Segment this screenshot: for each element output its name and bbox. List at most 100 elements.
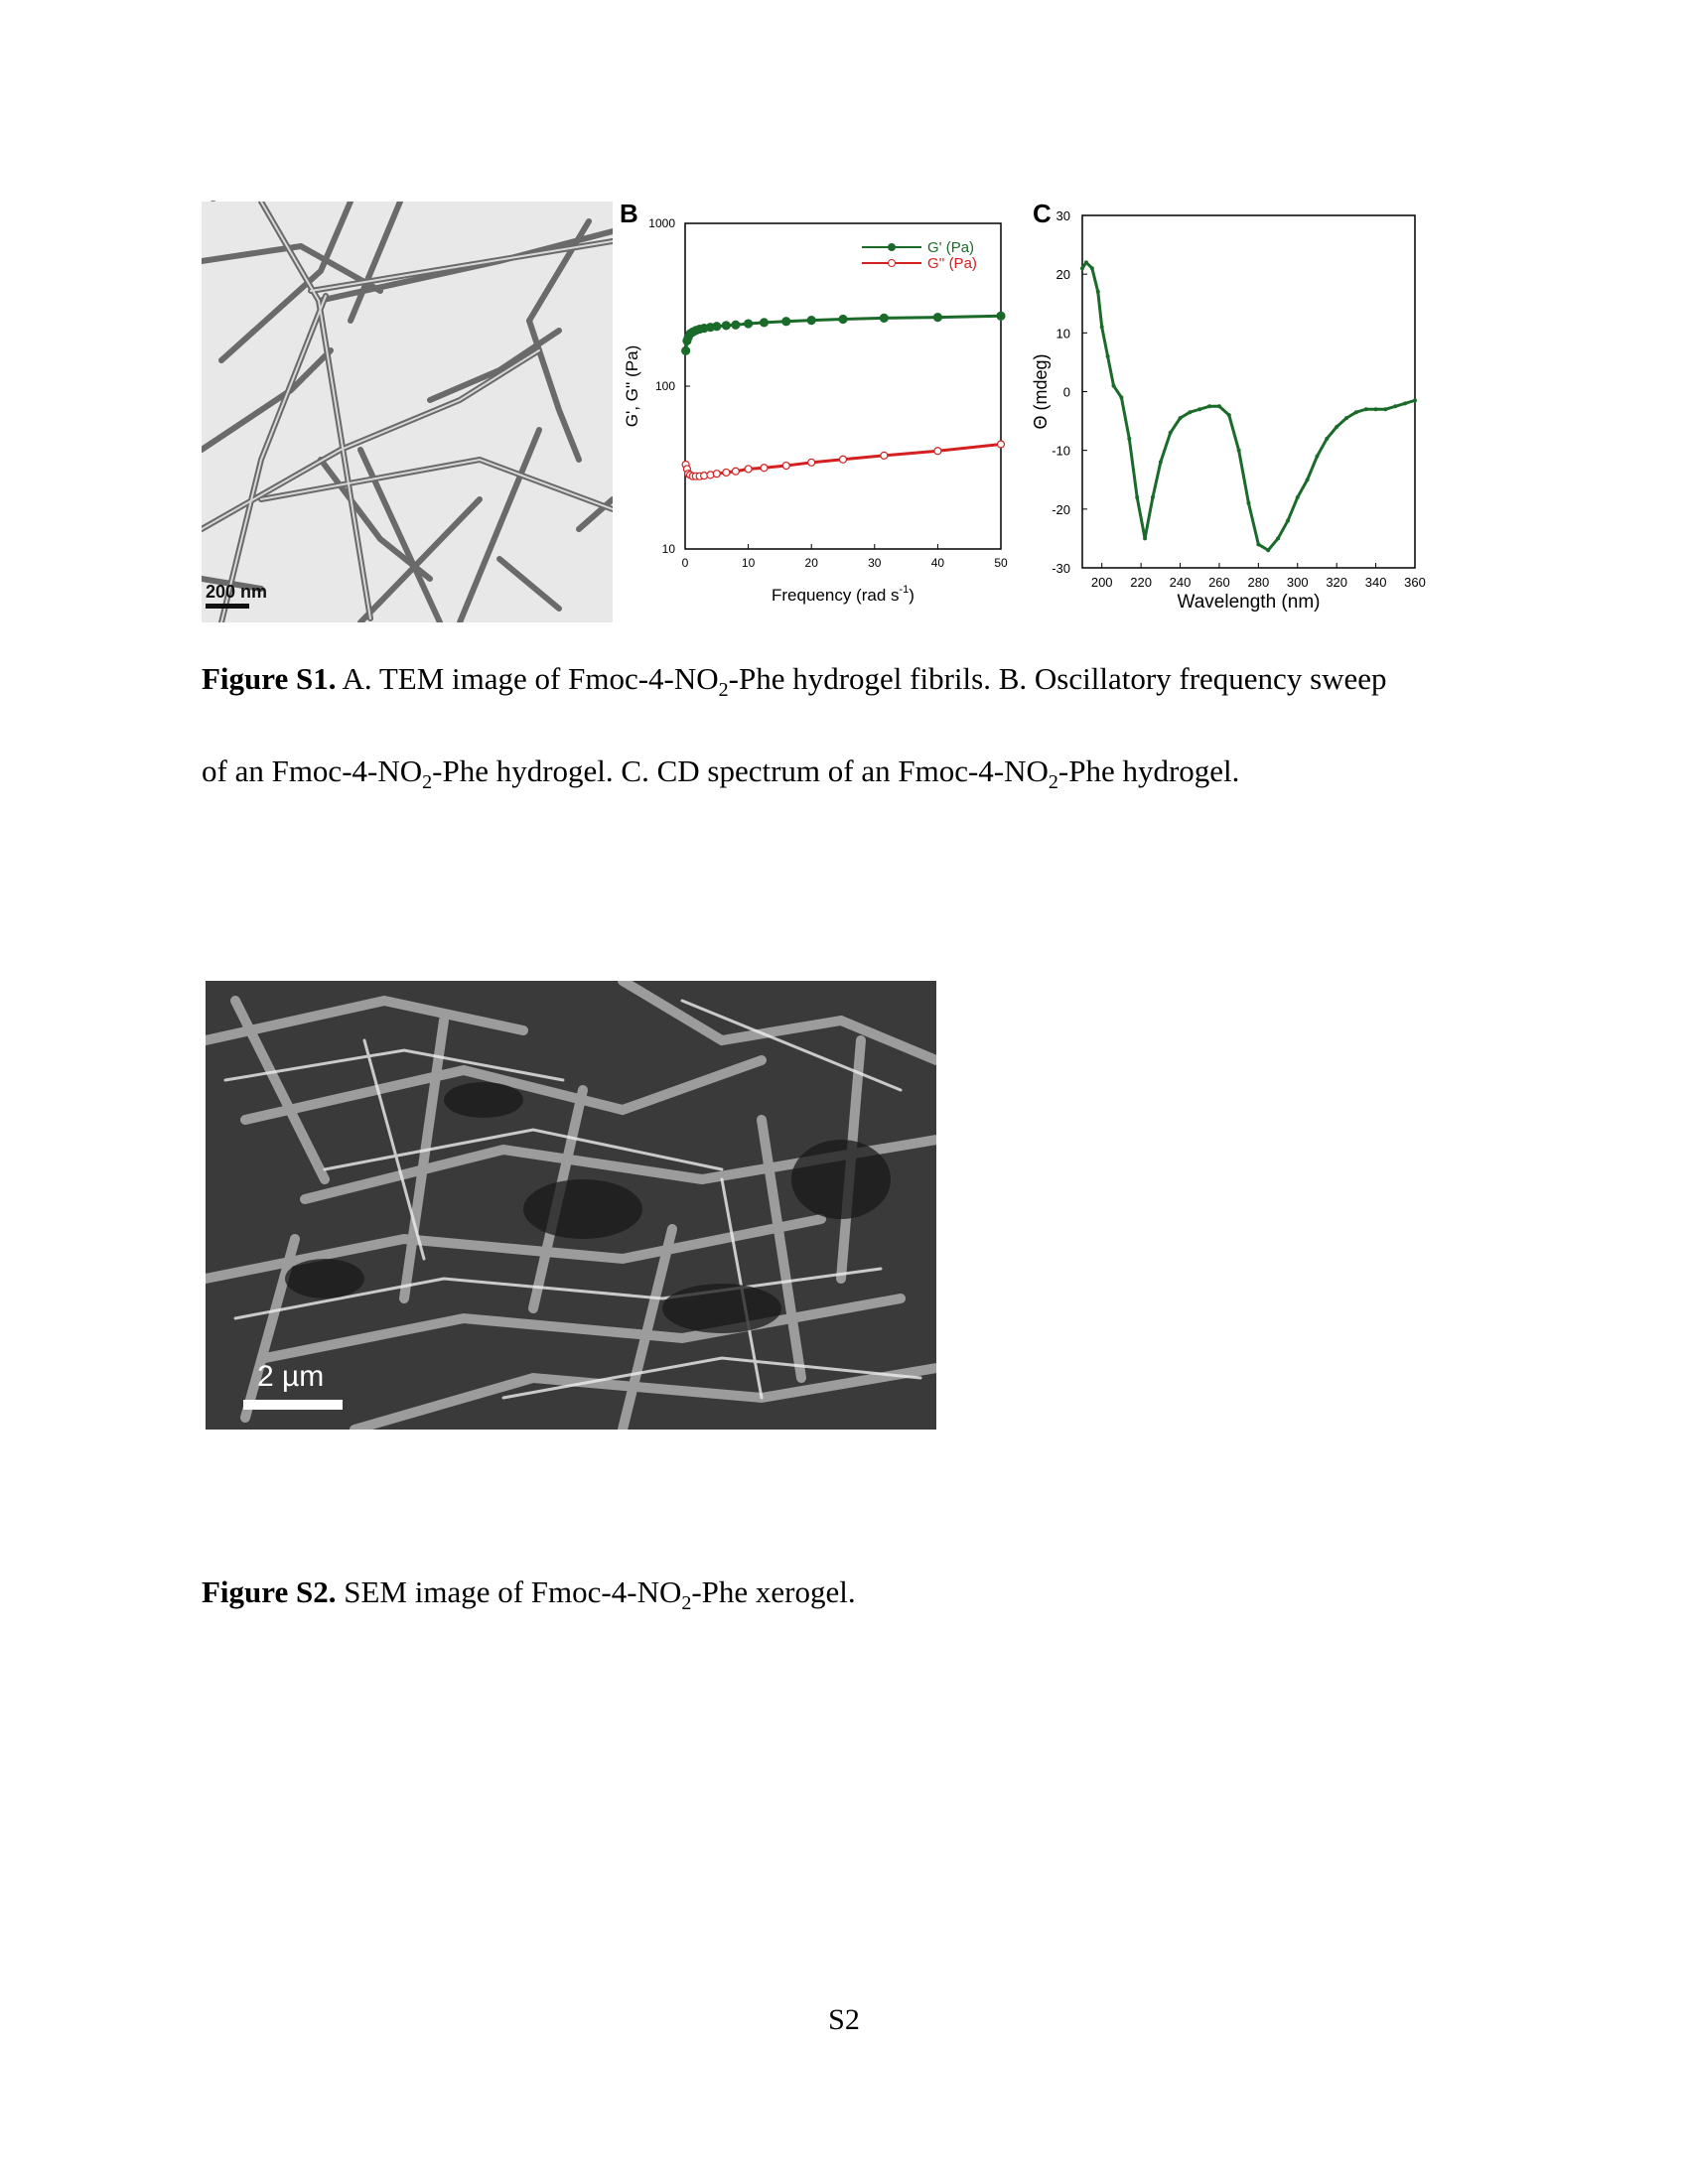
data-point	[1207, 404, 1212, 409]
data-point	[1305, 478, 1310, 482]
data-point	[1383, 407, 1388, 412]
legend-label: G' (Pa)	[927, 239, 974, 256]
y-tick-label: -30	[1052, 561, 1070, 576]
sem-scale-label: 2 µm	[257, 1360, 325, 1393]
sem-texture-drawing	[206, 981, 936, 1430]
data-point	[781, 461, 790, 471]
data-point	[1363, 407, 1368, 412]
data-point	[1285, 518, 1290, 523]
data-point	[807, 458, 816, 467]
data-point	[1135, 495, 1140, 499]
legend-marker	[888, 243, 896, 251]
x-tick-label: 360	[1404, 575, 1426, 590]
sem-image: 2 µm	[206, 981, 936, 1430]
page-number: S2	[828, 2003, 860, 2036]
data-point	[1393, 404, 1398, 409]
x-axis-label: Wavelength (nm)	[1178, 592, 1321, 613]
data-point	[838, 455, 848, 464]
panel-b-letter: B	[620, 199, 638, 228]
data-point	[1246, 500, 1251, 505]
data-point	[1150, 495, 1155, 499]
plot-frame	[684, 222, 1002, 550]
caption-s1-text: -Phe hydrogel. C. CD spectrum of an Fmoc…	[432, 753, 1049, 789]
x-tick-label: 0	[682, 556, 689, 570]
data-point	[1080, 266, 1084, 271]
x-tick-label: 220	[1130, 575, 1152, 590]
data-point	[744, 319, 754, 329]
caption-s1-label: Figure S1.	[202, 661, 337, 696]
data-point	[759, 318, 770, 328]
x-tick-label: 200	[1091, 575, 1113, 590]
data-point	[1226, 413, 1231, 418]
caption-s1-text: -Phe hydrogel.	[1057, 753, 1240, 789]
sem-scale-bar	[243, 1400, 343, 1410]
data-point	[933, 447, 942, 456]
caption-s1-text: of an Fmoc-4-NO	[202, 753, 423, 789]
data-point	[1188, 410, 1193, 415]
x-tick-label: 40	[931, 556, 945, 570]
series-line	[1080, 260, 1416, 552]
y-tick-label: 1000	[648, 216, 675, 230]
x-tick-label: 30	[868, 556, 882, 570]
data-point	[1353, 410, 1358, 415]
caption-s2-text: SEM image of Fmoc-4-NO	[336, 1574, 682, 1609]
data-point	[1168, 430, 1173, 435]
data-point	[722, 468, 731, 478]
data-point	[1216, 404, 1221, 409]
data-point	[760, 464, 769, 473]
chart-frequency-sweep: 0 10 20 30 40 50 10 100 1000 Frequency (rad s-1) G…	[623, 216, 1008, 605]
x-tick-label: 10	[742, 556, 756, 570]
caption-subscript: 2	[681, 1592, 692, 1615]
x-axis-label: Frequency (rad s-1)	[772, 584, 914, 605]
tem-scale-label: 200 nm	[206, 582, 268, 602]
y-tick-label: 10	[662, 542, 676, 556]
x-tick-label: 280	[1248, 575, 1270, 590]
data-point	[996, 440, 1006, 449]
caption-s1-line2: of an Fmoc-4-NO2-Phe hydrogel. C. CD spe…	[202, 731, 1492, 823]
figure-s1-caption: Figure S1. A. TEM image of Fmoc-4-NO2-Ph…	[202, 638, 1492, 823]
caption-subscript: 2	[718, 679, 729, 702]
data-point	[996, 311, 1006, 321]
data-point	[1083, 260, 1088, 265]
data-point	[1158, 460, 1163, 465]
y-axis-label: G', G'' (Pa)	[623, 345, 641, 427]
y-tick-label: -10	[1052, 444, 1070, 459]
data-point	[879, 313, 889, 323]
caption-s2-label: Figure S2.	[202, 1574, 337, 1609]
data-point	[1373, 407, 1378, 412]
data-point	[1089, 266, 1094, 271]
y-tick-label: 100	[655, 379, 675, 393]
data-point	[1315, 454, 1320, 459]
y-tick-label: 30	[1056, 208, 1070, 223]
caption-s1-text: A. TEM image of Fmoc-4-NO	[336, 661, 719, 696]
data-point	[1197, 407, 1202, 412]
x-tick-label: 20	[805, 556, 819, 570]
data-point	[781, 317, 791, 327]
x-tick-label: 240	[1170, 575, 1192, 590]
data-point	[1105, 354, 1110, 358]
tem-image: 200 nm	[202, 202, 613, 622]
data-point	[712, 470, 721, 478]
data-point	[721, 321, 731, 331]
x-tick-label: 50	[994, 556, 1008, 570]
data-point	[1099, 325, 1104, 330]
data-point	[1413, 398, 1417, 403]
data-point	[1119, 395, 1124, 400]
data-point	[1335, 425, 1339, 429]
data-point	[1403, 401, 1408, 406]
data-point	[1095, 289, 1100, 294]
legend-label: G'' (Pa)	[927, 255, 977, 272]
data-point	[1295, 495, 1300, 499]
data-point	[731, 320, 741, 330]
data-point	[806, 316, 816, 326]
caption-s1-text: -Phe hydrogel fibrils. B. Oscillatory fr…	[728, 661, 1387, 696]
x-tick-label: 300	[1287, 575, 1309, 590]
data-point	[712, 322, 722, 332]
data-point	[731, 467, 740, 476]
data-point	[1127, 436, 1132, 441]
y-tick-label: -20	[1052, 502, 1070, 517]
tem-fibril-drawing	[202, 202, 613, 622]
data-point	[1325, 436, 1330, 441]
data-point	[932, 312, 942, 323]
data-point	[681, 345, 691, 355]
